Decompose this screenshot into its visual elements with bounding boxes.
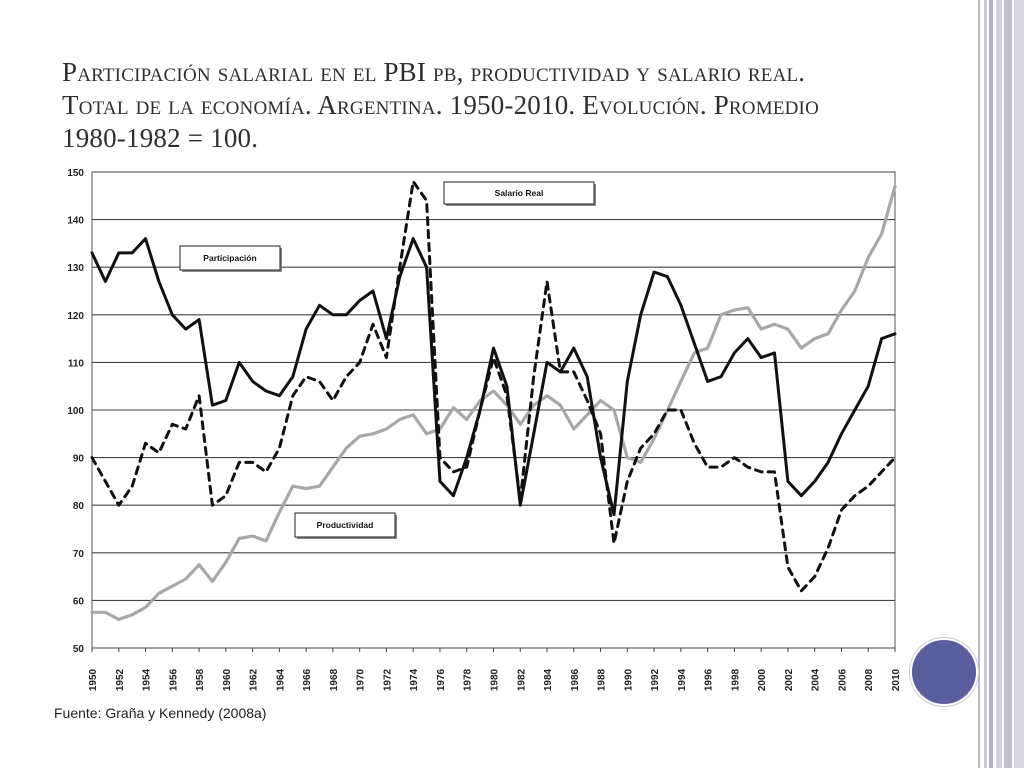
decorative-rail: [1014, 0, 1024, 768]
x-tick-label: 2004: [811, 668, 822, 691]
slide-title: Participación salarial en el PBI pb, pro…: [62, 57, 819, 153]
decorative-rail: [978, 0, 980, 768]
decorative-circle: [910, 638, 978, 706]
source-note: Fuente: Graña y Kennedy (2008a): [54, 705, 267, 721]
decorative-rail: [984, 0, 987, 768]
legend-box-salario-real: [443, 181, 595, 205]
legend-label-productividad: Productividad: [317, 520, 374, 530]
x-tick-label: 1986: [570, 668, 581, 691]
decorative-rail: [989, 0, 993, 768]
x-tick-label: 1970: [356, 668, 367, 691]
legend-layer: Salario Real Participación Productividad: [179, 181, 596, 539]
x-tick-label: 1962: [249, 668, 260, 691]
x-tick-label: 1980: [490, 668, 501, 691]
x-tick-label: 1950: [88, 668, 99, 691]
series-layer: [90, 180, 897, 621]
y-tick-label: 90: [73, 454, 85, 465]
x-tick-labels: 1950 1952 1954 1956 1958 1960 1962 1964 1966 1968…: [88, 668, 902, 691]
x-tick-label: 1958: [195, 668, 206, 691]
y-tick-label: 150: [67, 168, 84, 179]
y-tick-label: 100: [67, 406, 84, 417]
series-line-productividad: [90, 184, 897, 621]
x-tick-label: 1972: [382, 668, 393, 691]
decorative-rail: [996, 0, 1002, 768]
legend-label-salario-real: Salario Real: [495, 188, 544, 198]
legend-box-productividad: [294, 512, 396, 538]
x-tick-label: 1964: [275, 668, 286, 691]
x-tick-label: 1992: [650, 668, 661, 691]
x-tick-label: 2002: [784, 668, 795, 691]
x-tick-label: 2006: [837, 668, 848, 691]
x-tick-label: 1956: [168, 668, 179, 691]
x-tick-label: 1960: [222, 668, 233, 691]
x-tick-label: 2008: [864, 668, 875, 691]
series-line-participacion: [90, 237, 897, 517]
decorative-rail: [1004, 0, 1012, 768]
y-tick-label: 130: [67, 263, 84, 274]
x-tick-label: 2000: [757, 668, 768, 691]
y-tick-label: 110: [68, 358, 85, 369]
x-tick-label: 1994: [677, 668, 688, 691]
x-tick-label: 1984: [543, 668, 554, 691]
x-tick-label: 1982: [516, 668, 527, 691]
y-tick-label: 120: [67, 311, 84, 322]
legend-label-participacion: Participación: [203, 253, 256, 263]
grid-layer: [91, 171, 896, 652]
x-tick-label: 1998: [730, 668, 741, 691]
x-tick-label: 1978: [463, 668, 474, 691]
x-tick-label: 1990: [623, 668, 634, 691]
x-tick-label: 2010: [891, 668, 902, 691]
y-tick-label: 140: [67, 216, 84, 227]
x-tick-label: 1954: [142, 668, 153, 691]
x-tick-label: 1974: [409, 668, 420, 691]
y-tick-label: 50: [73, 644, 85, 655]
x-tick-label: 1952: [115, 668, 126, 691]
x-tick-label: 1996: [704, 668, 715, 691]
y-tick-label: 60: [73, 596, 85, 607]
y-tick-label: 80: [73, 501, 85, 512]
x-tick-label: 1988: [597, 668, 608, 691]
y-tick-labels: 50 60 70 80 90 100 110 120 130 140 150: [67, 168, 84, 655]
x-tick-label: 1976: [436, 668, 447, 691]
legend-box-participacion: [179, 245, 281, 271]
x-tick-label: 1968: [329, 668, 340, 691]
y-tick-label: 70: [73, 549, 85, 560]
series-line-salario-real: [90, 180, 897, 593]
x-tick-label: 1966: [302, 668, 313, 691]
